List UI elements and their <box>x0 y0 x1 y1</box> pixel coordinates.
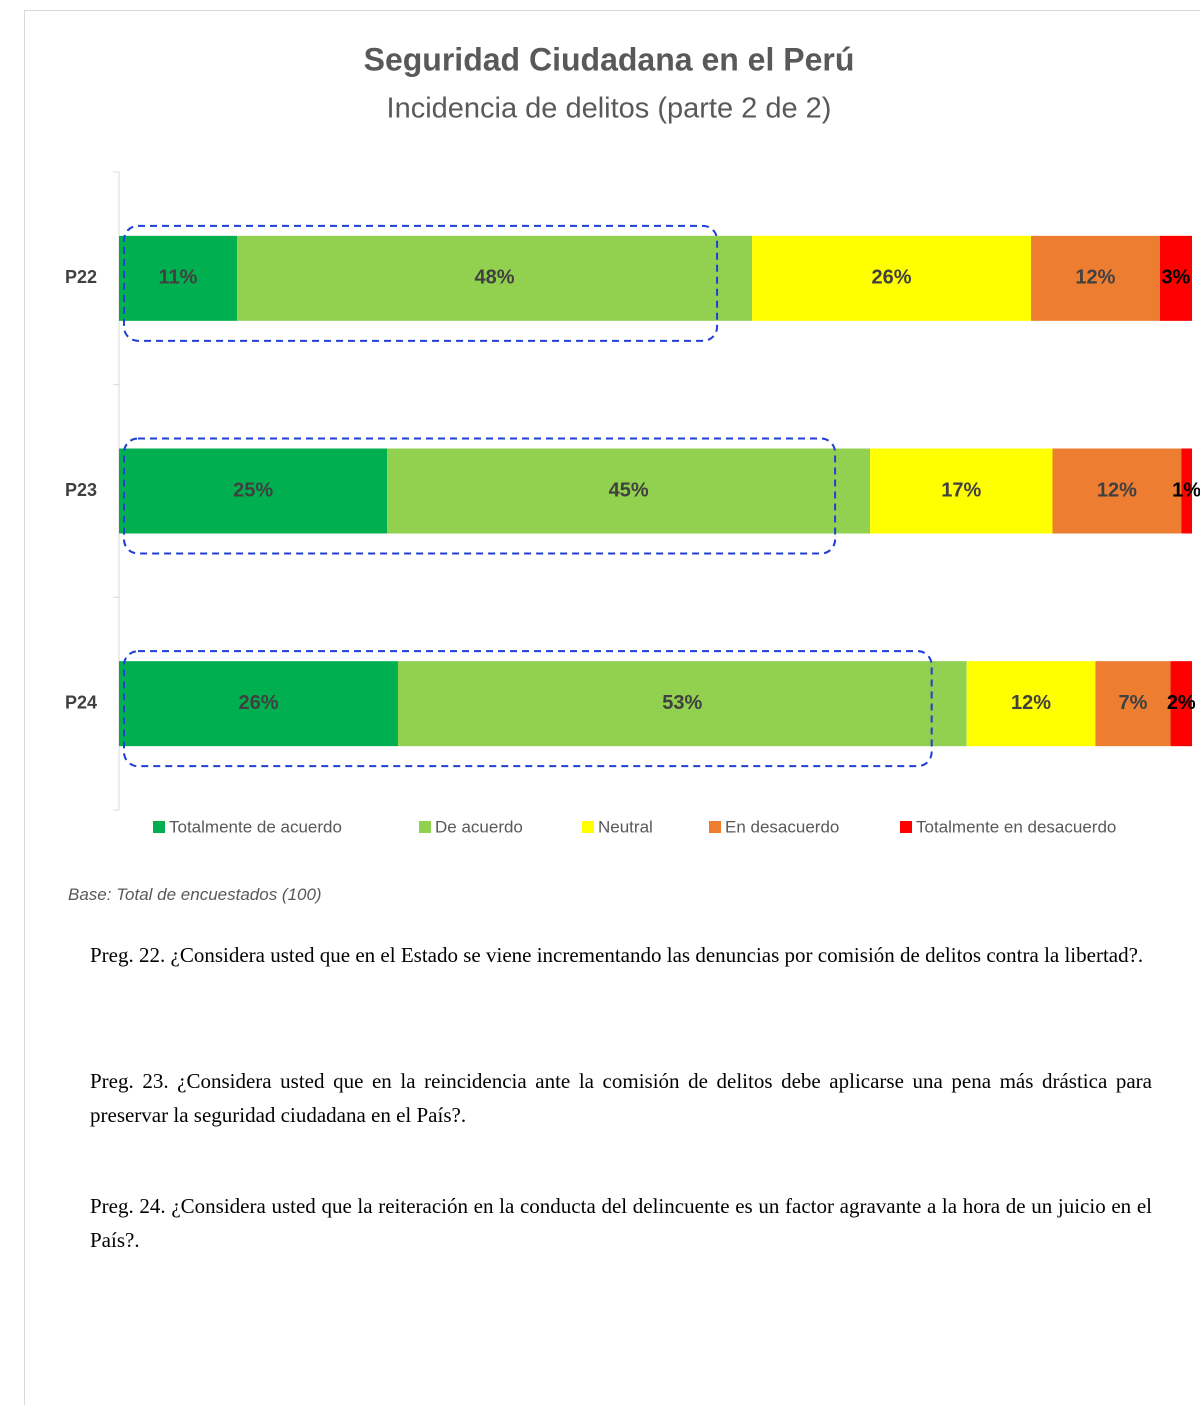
category-label: P23 <box>65 480 97 500</box>
value-label: 12% <box>1075 267 1115 289</box>
base-note: Base: Total de encuestados (100) <box>68 885 322 904</box>
value-label: 53% <box>662 692 702 714</box>
legend-swatch <box>900 821 912 833</box>
bar-segment <box>1031 235 1160 321</box>
value-label: 26% <box>238 692 278 714</box>
legend-label: En desacuerdo <box>725 817 839 836</box>
value-label: 3% <box>1161 267 1190 289</box>
category-label: P24 <box>65 692 97 712</box>
bar-segment <box>870 448 1053 534</box>
legend-swatch <box>153 821 165 833</box>
highlight-box <box>123 437 837 555</box>
legend-label: Totalmente de acuerdo <box>169 817 342 836</box>
value-label: 11% <box>159 267 198 289</box>
value-label: 17% <box>941 479 981 501</box>
highlight-box <box>123 650 933 768</box>
legend-label: Neutral <box>598 817 653 836</box>
chart-subtitle: Incidencia de delitos (parte 2 de 2) <box>387 93 832 125</box>
value-label: 12% <box>1097 479 1137 501</box>
bar-segment <box>387 448 871 534</box>
legend-swatch <box>582 821 594 833</box>
legend-swatch <box>709 821 721 833</box>
category-label: P22 <box>65 267 97 287</box>
bar-segment <box>1170 661 1192 747</box>
question: Preg. 24. ¿Considera usted que la reiter… <box>90 1194 1152 1252</box>
value-label: 7% <box>1119 692 1148 714</box>
bar-segment <box>397 661 967 747</box>
question: Preg. 22. ¿Considera usted que en el Est… <box>90 943 1144 967</box>
bar-segment <box>1159 235 1192 321</box>
value-label: 12% <box>1011 692 1051 714</box>
value-label: 45% <box>609 479 649 501</box>
bar-segment <box>1181 448 1192 534</box>
page-frame <box>24 10 1200 1405</box>
question: Preg. 23. ¿Considera usted que en la rei… <box>90 1069 1152 1127</box>
value-label: 1% <box>1172 479 1200 501</box>
bar-segment <box>1095 661 1171 747</box>
highlight-box <box>123 224 719 342</box>
bar-segment <box>119 661 398 747</box>
bar-segment <box>752 235 1032 321</box>
value-label: 26% <box>872 267 912 289</box>
legend-swatch <box>419 821 431 833</box>
chart: Seguridad Ciudadana en el Perú Incidenci… <box>65 41 1200 836</box>
bar-segment <box>119 448 388 534</box>
value-label: 48% <box>475 267 515 289</box>
value-label: 25% <box>233 479 273 501</box>
bar-segment <box>119 235 238 321</box>
bar-segment <box>1052 448 1182 534</box>
legend-label: De acuerdo <box>435 817 523 836</box>
chart-title: Seguridad Ciudadana en el Perú <box>364 41 855 77</box>
bar-segment <box>237 235 753 321</box>
value-label: 2% <box>1167 692 1196 714</box>
legend-label: Totalmente en desacuerdo <box>916 817 1116 836</box>
bar-segment <box>966 661 1096 747</box>
